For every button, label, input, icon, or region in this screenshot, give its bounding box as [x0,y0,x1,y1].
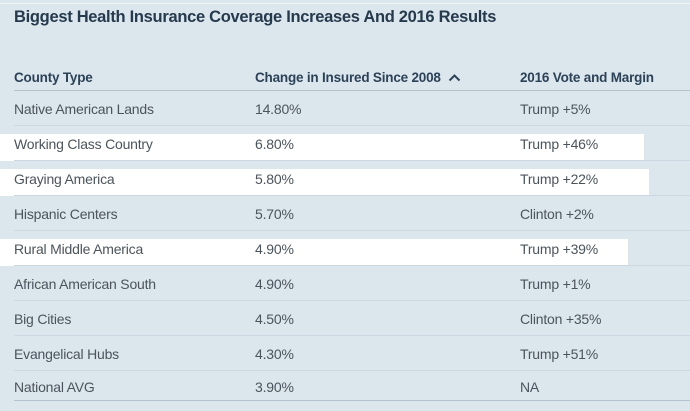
table-row: Rural Middle America 4.90% Trump +39% [0,231,690,266]
row-highlight [0,239,628,266]
county-type-cell: Rural Middle America [14,241,144,257]
table-row: National AVG 3.90% NA [0,371,690,401]
table-row-cells: Evangelical Hubs 4.30% Trump +51% [0,336,690,371]
county-type-cell: Working Class Country [14,136,153,152]
table-row: Native American Lands 14.80% Trump +5% [0,91,690,126]
table-row-cells: Working Class Country 6.80% Trump +46% [0,126,690,161]
change-insured-cell: 4.90% [255,241,294,257]
county-type-cell: Big Cities [14,311,72,327]
top-divider [0,3,690,4]
chevron-up-icon [448,74,461,82]
table-body: Native American Lands 14.80% Trump +5% W… [0,91,690,401]
change-insured-cell: 14.80% [255,101,302,117]
vote-margin-cell: Clinton +2% [520,206,594,222]
change-insured-cell: 6.80% [255,136,294,152]
column-header-change-insured[interactable]: Change in Insured Since 2008 [255,70,520,85]
header-divider [14,90,690,91]
county-type-cell: Native American Lands [14,101,154,117]
row-highlight [0,169,649,196]
table-row-cells: Native American Lands 14.80% Trump +5% [0,91,690,126]
vote-margin-cell: Trump +1% [520,276,591,292]
vote-margin-cell: Trump +22% [520,171,599,187]
table-row-cells: Hispanic Centers 5.70% Clinton +2% [0,196,690,231]
change-insured-cell: 5.80% [255,171,294,187]
column-header-label: County Type [14,69,93,85]
county-type-cell: National AVG [14,378,95,395]
table-row: Big Cities 4.50% Clinton +35% [0,301,690,336]
column-header-label: 2016 Vote and Margin [520,69,654,85]
county-type-cell: Hispanic Centers [14,206,118,222]
change-insured-cell: 3.90% [255,378,294,395]
county-type-cell: Evangelical Hubs [14,346,119,362]
table-row: African American South 4.90% Trump +1% [0,266,690,301]
table-row: Hispanic Centers 5.70% Clinton +2% [0,196,690,231]
table-row-cells: National AVG 3.90% NA [0,371,690,401]
county-type-cell: Graying America [14,171,115,187]
column-header-vote-margin[interactable]: 2016 Vote and Margin [520,70,690,85]
vote-margin-cell: Trump +5% [520,101,591,117]
table-row: Working Class Country 6.80% Trump +46% [0,126,690,161]
table-row-cells: Big Cities 4.50% Clinton +35% [0,301,690,336]
change-insured-cell: 4.90% [255,276,294,292]
county-type-cell: African American South [14,276,156,292]
row-highlight [0,134,644,161]
change-insured-cell: 5.70% [255,206,294,222]
table-header-row: County Type Change in Insured Since 2008… [0,64,690,90]
column-header-label: Change in Insured Since 2008 [255,69,441,85]
table-row-cells: Graying America 5.80% Trump +22% [0,161,690,196]
table-row-cells: African American South 4.90% Trump +1% [0,266,690,301]
table-row-cells: Rural Middle America 4.90% Trump +39% [0,231,690,266]
column-header-county-type[interactable]: County Type [14,70,255,85]
table-row: Evangelical Hubs 4.30% Trump +51% [0,336,690,371]
vote-margin-cell: Trump +39% [520,241,599,257]
change-insured-cell: 4.30% [255,346,294,362]
vote-margin-cell: Trump +51% [520,346,599,362]
vote-margin-cell: NA [520,378,540,395]
table-row: Graying America 5.80% Trump +22% [0,161,690,196]
change-insured-cell: 4.50% [255,311,294,327]
vote-margin-cell: Clinton +35% [520,311,602,327]
page-title: Biggest Health Insurance Coverage Increa… [14,8,497,26]
vote-margin-cell: Trump +46% [520,136,599,152]
